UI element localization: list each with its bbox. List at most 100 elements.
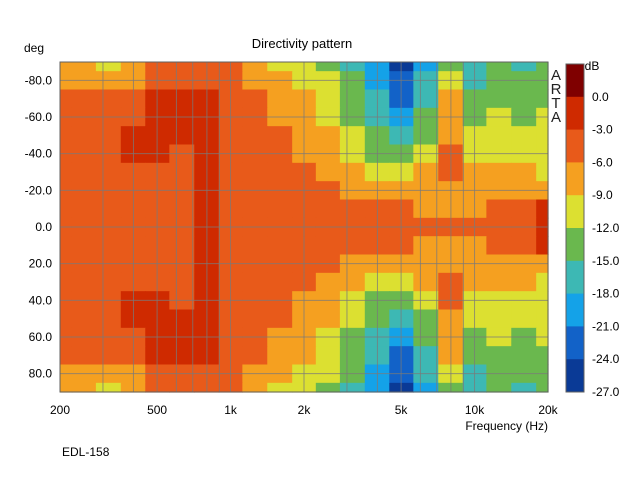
heatmap-cell	[169, 89, 195, 109]
heatmap-cell	[60, 162, 73, 182]
x-tick-labels: 200 500 1k 2k 5k 10k 20k	[50, 403, 559, 417]
heatmap-cell	[315, 199, 341, 219]
heatmap-cell	[95, 162, 122, 182]
y-tick-label: 40.0	[29, 293, 53, 307]
x-tick-label: 2k	[298, 403, 312, 417]
heatmap-cell	[339, 199, 366, 219]
x-tick-label: 500	[147, 403, 167, 417]
colorbar-swatch	[566, 195, 584, 229]
heatmap-cell	[389, 126, 414, 146]
heatmap-cell	[536, 162, 549, 182]
heatmap-cell	[60, 62, 73, 72]
heatmap-cell	[169, 162, 195, 182]
colorbar-swatch	[566, 228, 584, 262]
heatmap-cell	[536, 309, 549, 329]
heatmap-cell	[389, 272, 414, 292]
x-tick-label: 20k	[538, 403, 558, 417]
heatmap-cell	[145, 199, 170, 219]
heatmap-cell	[389, 162, 414, 182]
heatmap-cell	[145, 346, 170, 366]
heatmap-cell	[339, 162, 366, 182]
heatmap-cell	[60, 382, 73, 393]
heatmap-cell	[95, 382, 122, 393]
heatmap-cell	[315, 126, 341, 146]
heatmap-cell	[60, 126, 73, 146]
heatmap-cell	[145, 236, 170, 256]
heatmap-cell	[389, 62, 414, 72]
heatmap-cell	[413, 346, 439, 366]
heatmap-cell	[71, 126, 97, 146]
heatmap-cell	[511, 346, 537, 366]
heatmap-cell	[267, 199, 293, 219]
heatmap-cell	[339, 309, 366, 329]
heatmap-cell	[389, 199, 414, 219]
heatmap-cell	[536, 346, 549, 366]
heatmap-cell	[60, 272, 73, 292]
heatmap-cell	[169, 309, 195, 329]
heatmap-cell	[339, 236, 366, 256]
heatmap-cell	[389, 89, 414, 109]
heatmap-cell	[486, 89, 512, 109]
colorbar-label: 0.0	[592, 90, 609, 104]
heatmap-cell	[413, 126, 439, 146]
heatmap-cell	[413, 162, 439, 182]
heatmap-cell	[315, 236, 341, 256]
heatmap-cell	[267, 162, 293, 182]
x-tick-label: 200	[50, 403, 70, 417]
y-tick-label: 0.0	[35, 220, 52, 234]
heatmap-cell	[169, 199, 195, 219]
heatmap-cell	[242, 272, 268, 292]
heatmap-cell	[95, 89, 122, 109]
heatmap-cell	[413, 199, 439, 219]
heatmap-cell	[486, 309, 512, 329]
heatmap-cell	[536, 272, 549, 292]
heatmap-cell	[486, 382, 512, 393]
heatmap-cell	[389, 236, 414, 256]
heatmap-cell	[95, 346, 122, 366]
arta-brand-letter: A	[551, 67, 561, 84]
colorbar-swatch	[566, 96, 584, 130]
y-tick-label: 80.0	[29, 367, 53, 381]
colorbar: 0.0 -3.0 -6.0 -9.0 -12.0 -15.0 -18.0 -21.0 -24.0…	[565, 63, 620, 399]
heatmap-cell	[486, 199, 512, 219]
heatmap-cell	[95, 126, 122, 146]
colorbar-swatch	[566, 129, 584, 163]
y-tick-label: 60.0	[29, 330, 53, 344]
heatmap-cell	[267, 126, 293, 146]
heatmap-cell	[486, 236, 512, 256]
y-tick-label: 20.0	[29, 257, 53, 271]
y-tick-label: -40.0	[25, 147, 53, 161]
heatmap-cell	[95, 62, 122, 72]
heatmap-cell	[413, 62, 439, 72]
heatmap-cell	[145, 62, 170, 72]
heatmap-cell	[339, 62, 366, 72]
heatmap-cell	[413, 89, 439, 109]
heatmap-cell	[267, 236, 293, 256]
heatmap-cell	[71, 236, 97, 256]
footer-label: EDL-158	[62, 445, 110, 459]
colorbar-swatch	[566, 162, 584, 196]
heatmap-cell	[95, 309, 122, 329]
heatmap-cell	[242, 89, 268, 109]
heatmap-cell	[242, 162, 268, 182]
y-tick-label: -20.0	[25, 183, 53, 197]
colorbar-label: -3.0	[592, 123, 613, 137]
colorbar-label: -18.0	[592, 287, 620, 301]
colorbar-label: -24.0	[592, 352, 620, 366]
heatmap-cell	[486, 346, 512, 366]
heatmap-cell	[413, 236, 439, 256]
heatmap-cell	[511, 199, 537, 219]
heatmap-cell	[511, 62, 537, 72]
heatmap-cell	[267, 382, 293, 393]
heatmap-cell	[389, 382, 414, 393]
heatmap-cell	[267, 62, 293, 72]
heatmap-cell	[511, 89, 537, 109]
heatmap-cell	[339, 382, 366, 393]
heatmap-cell	[389, 309, 414, 329]
heatmap-cell	[71, 89, 97, 109]
heatmap-cell	[71, 272, 97, 292]
colorbar-label: -27.0	[592, 385, 620, 399]
heatmap-cell	[339, 346, 366, 366]
heatmap-cell	[242, 309, 268, 329]
